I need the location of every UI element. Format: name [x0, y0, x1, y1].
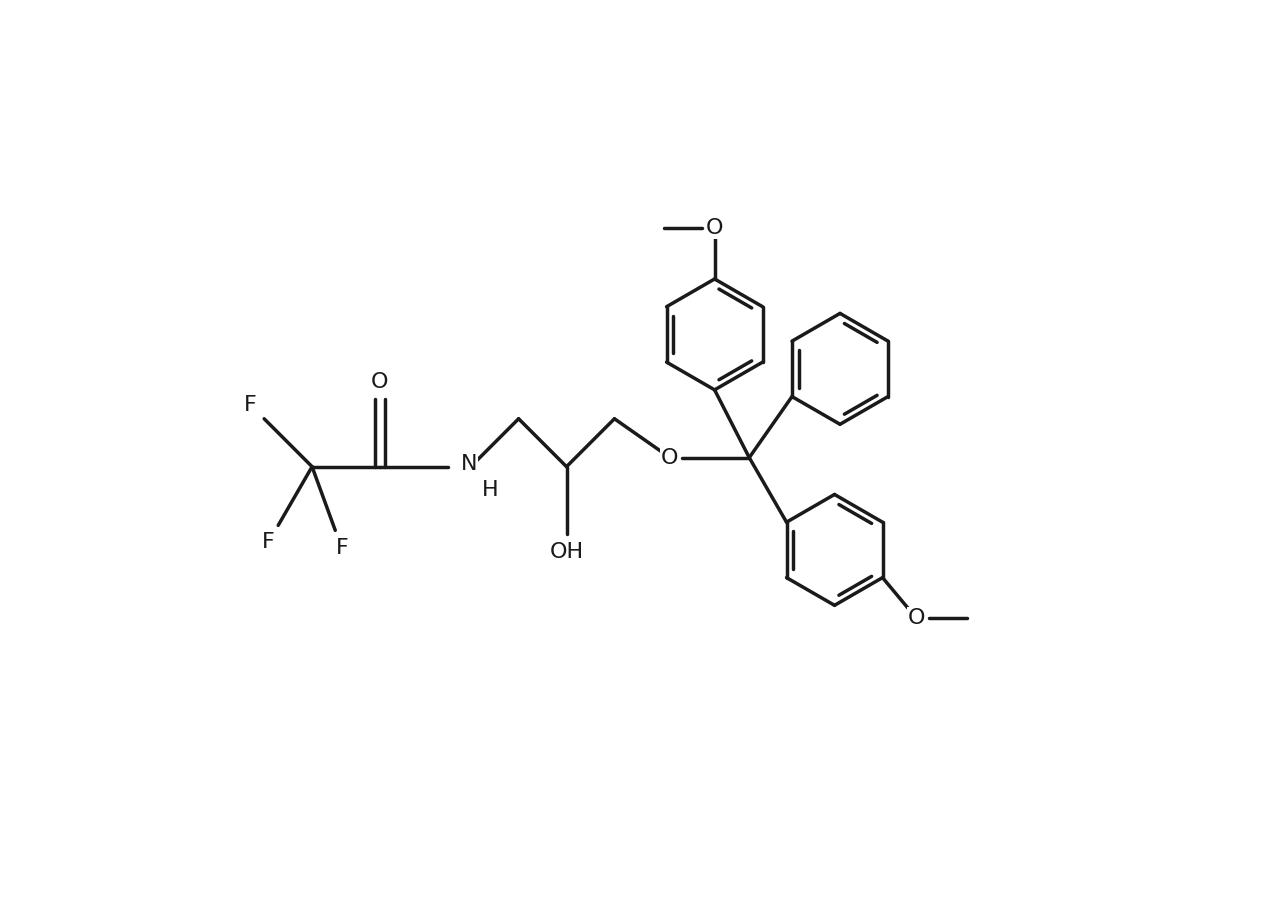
- Text: F: F: [335, 539, 348, 558]
- Text: F: F: [244, 395, 257, 415]
- Text: OH: OH: [550, 543, 584, 562]
- Text: O: O: [908, 609, 925, 628]
- Text: O: O: [706, 218, 724, 238]
- Text: O: O: [371, 372, 389, 392]
- Text: N: N: [461, 454, 478, 475]
- Text: H: H: [481, 480, 498, 499]
- Text: F: F: [262, 532, 274, 552]
- Text: O: O: [662, 448, 678, 467]
